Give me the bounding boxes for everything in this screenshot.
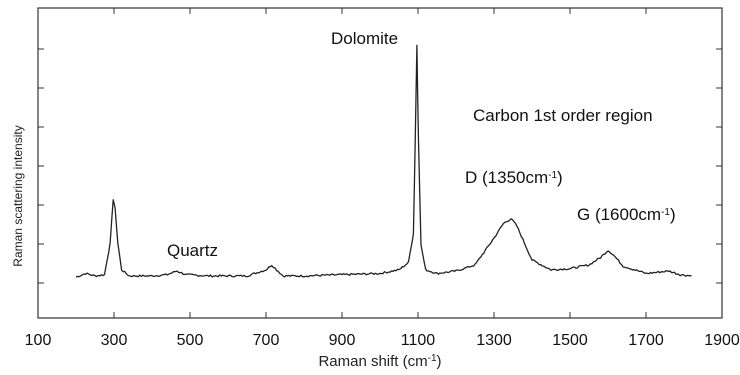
- x-tick-label: 1700: [628, 332, 664, 349]
- annotation-dolomite-text: Dolomite: [331, 29, 398, 48]
- annotation-g-band-tail: ): [670, 205, 676, 224]
- annotation-dolomite: Dolomite: [331, 29, 398, 48]
- annotation-g-band-text: G (1600cm: [577, 205, 661, 224]
- peak-annotations: Dolomite Carbon 1st order region D (1350cm…: [167, 29, 676, 260]
- x-axis-tick-labels: 100 300 500 700 900 1100 1300 1500 1700 1900: [25, 332, 740, 349]
- x-tick-label: 1100: [401, 332, 436, 349]
- x-tick-label: 900: [329, 332, 356, 349]
- x-tick-label: 500: [177, 332, 204, 349]
- x-tick-label: 1500: [552, 332, 588, 349]
- annotation-d-band-text: D (1350cm: [465, 168, 548, 187]
- annotation-quartz-text: Quartz: [167, 241, 218, 260]
- x-axis-ticks: [37, 8, 723, 318]
- x-tick-label: 300: [101, 332, 128, 349]
- x-axis-title-main: Raman shift (cm: [318, 353, 427, 370]
- annotation-quartz: Quartz: [167, 241, 218, 260]
- x-tick-label: 1900: [704, 332, 740, 349]
- x-tick-label: 1300: [476, 332, 512, 349]
- x-tick-label: 100: [25, 332, 52, 349]
- plot-frame: [37, 7, 723, 319]
- annotation-g-band: G (1600cm-1): [577, 205, 676, 224]
- annotation-d-band-sup: -1: [548, 170, 557, 181]
- annotation-g-band-sup: -1: [661, 207, 670, 218]
- annotation-d-band-tail: ): [557, 168, 563, 187]
- x-tick-label: 700: [253, 332, 280, 349]
- annotation-d-band: D (1350cm-1): [465, 168, 563, 187]
- x-axis-title: Raman shift (cm-1): [318, 353, 441, 371]
- spectrum-line: [75, 44, 692, 278]
- x-axis-title-sup: -1: [428, 353, 437, 364]
- y-axis-ticks: [38, 48, 722, 284]
- y-axis-title: Raman scattering intensity: [11, 125, 25, 266]
- x-axis-title-close: ): [437, 353, 442, 370]
- annotation-carbon: Carbon 1st order region: [473, 106, 653, 125]
- annotation-carbon-text: Carbon 1st order region: [473, 106, 653, 125]
